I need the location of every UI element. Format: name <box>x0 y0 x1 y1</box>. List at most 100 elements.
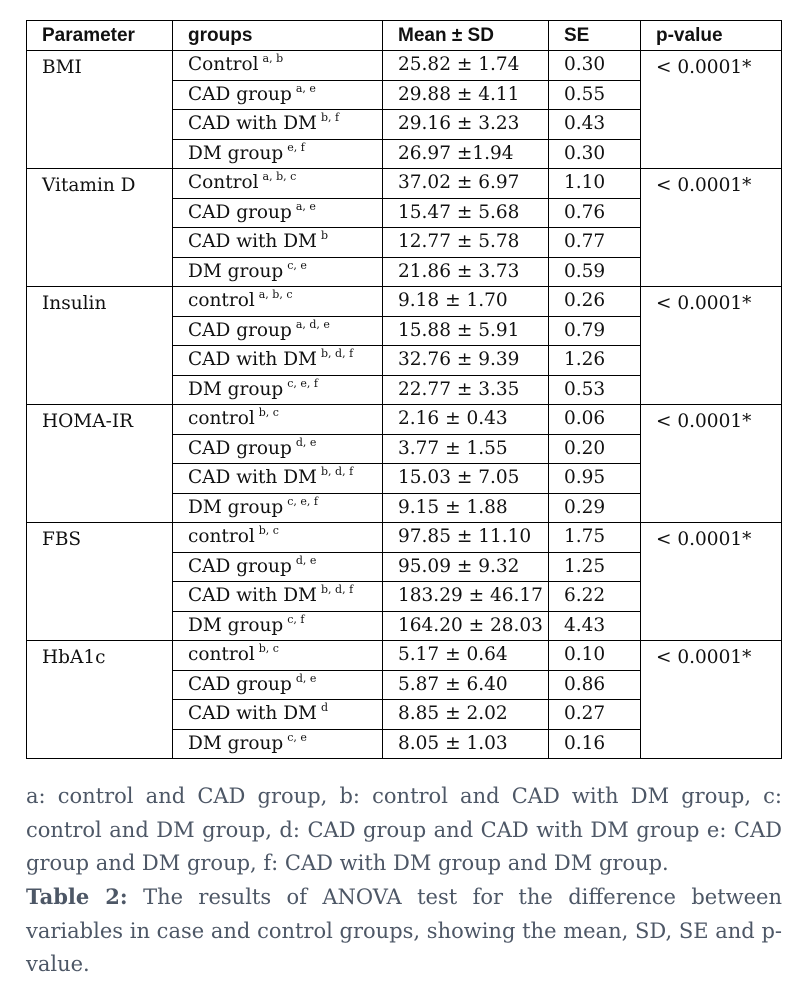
group-name: control <box>188 408 255 430</box>
significance-superscript: a, b <box>262 52 284 66</box>
se-cell: 1.10 <box>548 168 641 199</box>
table-row: CAD group a, e 15.47 ± 5.68 0.76 <box>27 197 782 228</box>
table-row: CAD group d, e 5.87 ± 6.40 0.86 <box>27 669 782 700</box>
parameter-cell: Vitamin D <box>26 168 173 287</box>
table-header-row: Parameter groups Mean ± SD SE p-value <box>26 20 782 51</box>
group-name: Control <box>188 172 259 194</box>
se-cell: 1.75 <box>548 522 641 553</box>
group-name: DM group <box>188 614 284 636</box>
group-cell: CAD group a, d, e <box>172 315 383 346</box>
table-row: DM group c, f 164.20 ± 28.03 4.43 <box>27 610 782 641</box>
significance-superscript: b, c <box>258 524 279 538</box>
group-name: DM group <box>188 142 284 164</box>
se-cell: 0.76 <box>548 197 641 228</box>
mean-sd-cell: 8.05 ± 1.03 <box>382 728 549 759</box>
mean-sd-cell: 15.47 ± 5.68 <box>382 197 549 228</box>
group-cell: CAD with DM b, f <box>172 109 383 140</box>
table-row: FBS control b, c 97.85 ± 11.10 1.75 < 0.0001* <box>26 522 782 641</box>
se-cell: 0.30 <box>548 50 641 81</box>
parameter-cell: Insulin <box>26 286 173 405</box>
mean-sd-cell: 15.03 ± 7.05 <box>382 463 549 494</box>
group-cell: DM group c, f <box>172 610 383 641</box>
table-row: DM group e, f 26.97 ±1.94 0.30 <box>27 138 782 169</box>
mean-sd-cell: 15.88 ± 5.91 <box>382 315 549 346</box>
table-row: BMI Control a, b 25.82 ± 1.74 0.30 < 0.0001* <box>26 50 782 169</box>
parameter-cell: BMI <box>26 50 173 169</box>
group-cell: CAD group a, e <box>172 79 383 110</box>
group-cell: control b, c <box>172 640 383 671</box>
group-name: DM group <box>188 496 284 518</box>
mean-sd-cell: 5.87 ± 6.40 <box>382 669 549 700</box>
mean-sd-cell: 12.77 ± 5.78 <box>382 227 549 258</box>
mean-sd-cell: 29.16 ± 3.23 <box>382 109 549 140</box>
group-cell: CAD group d, e <box>172 551 383 582</box>
mean-sd-cell: 3.77 ± 1.55 <box>382 433 549 464</box>
significance-superscript: b, d, f <box>321 347 354 361</box>
group-cell: control b, c <box>172 404 383 435</box>
group-cell: DM group c, e <box>172 256 383 287</box>
table-row: HbA1c control b, c 5.17 ± 0.64 0.10 < 0.0001* <box>26 640 782 759</box>
p-value-cell: < 0.0001* <box>640 522 782 641</box>
table-row: CAD with DM b 12.77 ± 5.78 0.77 <box>27 227 782 258</box>
mean-sd-cell: 25.82 ± 1.74 <box>382 50 549 81</box>
anova-results-table: Parameter groups Mean ± SD SE p-value BM… <box>26 20 782 759</box>
significance-superscript: b, c <box>258 406 279 420</box>
table-row: CAD with DM b, d, f 32.76 ± 9.39 1.26 <box>27 345 782 376</box>
mean-sd-cell: 183.29 ± 46.17 <box>382 581 549 612</box>
se-cell: 0.59 <box>548 256 641 287</box>
se-cell: 0.27 <box>548 699 641 730</box>
group-cell: DM group c, e <box>172 728 383 759</box>
mean-sd-cell: 9.18 ± 1.70 <box>382 286 549 317</box>
group-cell: CAD group d, e <box>172 433 383 464</box>
mean-sd-cell: 95.09 ± 9.32 <box>382 551 549 582</box>
group-cell: CAD group d, e <box>172 669 383 700</box>
se-cell: 1.26 <box>548 345 641 376</box>
group-name: DM group <box>188 732 284 754</box>
se-cell: 0.95 <box>548 463 641 494</box>
group-name: DM group <box>188 378 284 400</box>
group-name: CAD group <box>188 201 292 223</box>
group-cell: CAD group a, e <box>172 197 383 228</box>
results-table-container: Parameter groups Mean ± SD SE p-value BM… <box>26 20 782 759</box>
group-name: CAD with DM <box>188 585 317 607</box>
table-row: HOMA-IR control b, c 2.16 ± 0.43 0.06 < 0.000… <box>26 404 782 523</box>
caption-label: Table 2: <box>26 884 128 909</box>
parameter-cell: FBS <box>26 522 173 641</box>
se-cell: 0.53 <box>548 374 641 405</box>
mean-sd-cell: 32.76 ± 9.39 <box>382 345 549 376</box>
table-row: CAD group d, e 95.09 ± 9.32 1.25 <box>27 551 782 582</box>
group-name: CAD group <box>188 673 292 695</box>
p-value-cell: < 0.0001* <box>640 50 782 169</box>
significance-superscript: d, e <box>295 671 317 685</box>
caption-text: The results of ANOVA test for the differ… <box>26 885 782 976</box>
mean-sd-cell: 97.85 ± 11.10 <box>382 522 549 553</box>
group-cell: control a, b, c <box>172 286 383 317</box>
group-cell: CAD with DM b, d, f <box>172 581 383 612</box>
table-row: CAD group a, e 29.88 ± 4.11 0.55 <box>27 79 782 110</box>
se-cell: 0.29 <box>548 492 641 523</box>
significance-superscript: a, b, c <box>262 170 297 184</box>
group-name: CAD group <box>188 319 292 341</box>
table-row: Insulin control a, b, c 9.18 ± 1.70 0.26 < 0.… <box>26 286 782 405</box>
group-name: CAD with DM <box>188 349 317 371</box>
se-cell: 1.25 <box>548 551 641 582</box>
group-name: control <box>188 526 255 548</box>
table-row: CAD with DM b, d, f 183.29 ± 46.17 6.22 <box>27 581 782 612</box>
group-cell: control b, c <box>172 522 383 553</box>
se-cell: 0.55 <box>548 79 641 110</box>
table-row: DM group c, e 21.86 ± 3.73 0.59 <box>27 256 782 287</box>
group-name: Control <box>188 54 259 76</box>
group-cell: DM group e, f <box>172 138 383 169</box>
group-cell: DM group c, e, f <box>172 492 383 523</box>
group-cell: CAD with DM d <box>172 699 383 730</box>
se-cell: 0.79 <box>548 315 641 346</box>
parameter-cell: HbA1c <box>26 640 173 759</box>
significance-superscript: c, e <box>287 258 307 272</box>
mean-sd-cell: 164.20 ± 28.03 <box>382 610 549 641</box>
header-p-value: p-value <box>640 20 782 51</box>
table-row: CAD with DM d 8.85 ± 2.02 0.27 <box>27 699 782 730</box>
mean-sd-cell: 37.02 ± 6.97 <box>382 168 549 199</box>
p-value-cell: < 0.0001* <box>640 168 782 287</box>
group-name: DM group <box>188 260 284 282</box>
significance-superscript: b, d, f <box>321 465 354 479</box>
